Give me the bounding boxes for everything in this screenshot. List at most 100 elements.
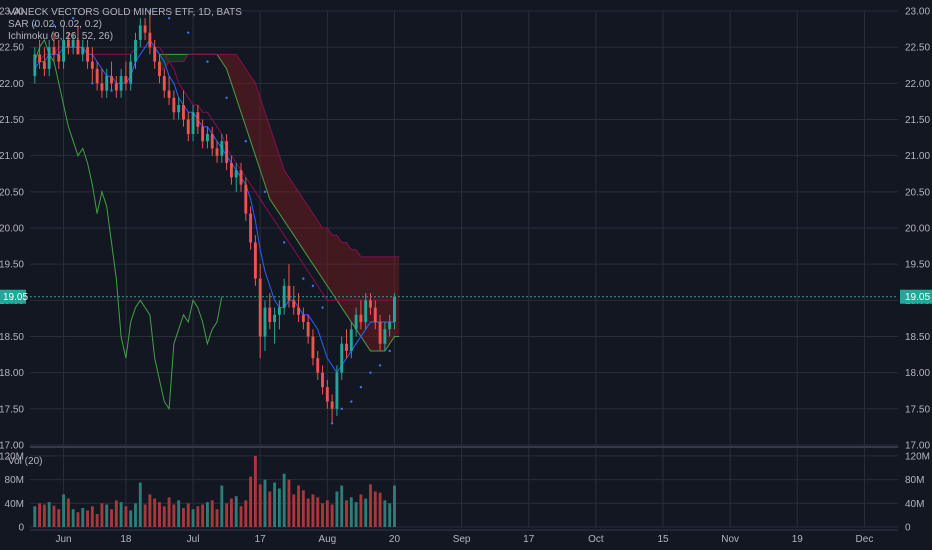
volume-bar <box>335 491 339 527</box>
volume-bar <box>182 508 185 527</box>
volume-bar <box>81 508 85 527</box>
candle-body <box>196 112 200 127</box>
x-tick-label: Jul <box>187 534 200 545</box>
volume-tick-label-left: 40M <box>5 499 24 510</box>
sar-dot <box>282 241 286 244</box>
volume-bar <box>205 502 209 527</box>
y-tick-label-left: 23.00 <box>0 7 24 18</box>
volume-bar <box>100 503 104 527</box>
sar-dot <box>167 17 171 20</box>
last-price-label-left: 19.05 <box>3 292 28 303</box>
candle-body <box>354 314 358 330</box>
volume-bar <box>201 504 205 527</box>
y-tick-label-left: 18.00 <box>0 368 24 379</box>
cloud-segment <box>308 206 313 265</box>
candle-body <box>129 61 133 84</box>
y-tick-label-right: 22.50 <box>905 43 930 54</box>
volume-bar <box>239 506 243 527</box>
volume-tick-label-right: 80M <box>905 475 924 486</box>
y-tick-label-right: 17.00 <box>905 441 930 452</box>
y-tick-label-right: 21.50 <box>905 115 930 126</box>
x-tick-label: 17 <box>255 534 267 545</box>
candle-body <box>282 285 286 308</box>
volume-bar <box>95 513 99 527</box>
candle-body <box>234 170 238 178</box>
volume-bar <box>172 504 176 527</box>
cloud-segment <box>173 54 179 62</box>
volume-bar <box>148 494 152 527</box>
volume-tick-label-left: 80M <box>5 475 24 486</box>
candle-body <box>306 322 310 337</box>
volume-bar <box>287 479 291 527</box>
sar-dot <box>225 96 228 100</box>
candle-body <box>383 329 387 344</box>
candle-body <box>373 307 377 323</box>
candle-body <box>325 387 329 402</box>
y-tick-label-right: 19.50 <box>905 260 930 271</box>
candle-body <box>263 307 267 337</box>
candle-body <box>162 76 166 91</box>
volume-bar <box>66 498 70 527</box>
candle-body <box>268 307 272 323</box>
y-tick-label-left: 21.50 <box>0 115 24 126</box>
indicator-lines <box>34 38 400 411</box>
volume-bar <box>249 476 253 527</box>
sar-dot <box>321 306 324 309</box>
candle-body <box>340 343 344 373</box>
volume-bar <box>215 509 219 527</box>
y-tick-label-left: 18.50 <box>0 332 24 343</box>
candle-body <box>273 314 277 323</box>
y-tick-label-left: 19.50 <box>0 260 24 271</box>
candle-body <box>301 314 305 323</box>
volume-bar <box>33 506 37 527</box>
volume-bars <box>33 455 396 527</box>
sar-dot <box>340 407 343 411</box>
volume-bar <box>71 509 75 527</box>
candle-body <box>297 307 300 315</box>
candle-body <box>330 401 334 409</box>
volume-bar <box>47 502 51 527</box>
x-tick-label: Dec <box>856 534 874 545</box>
volume-bar <box>316 497 320 527</box>
volume-bar <box>297 485 300 527</box>
y-tick-label-left: 20.50 <box>0 187 24 198</box>
candles <box>33 11 396 424</box>
candle-body <box>86 47 89 62</box>
candle-body <box>287 285 291 301</box>
volume-bar <box>143 504 147 527</box>
volume-bar <box>90 506 94 527</box>
candle-body <box>158 61 161 77</box>
candle-body <box>42 61 46 69</box>
volume-bar <box>186 503 190 527</box>
volume-bar <box>325 500 329 527</box>
cloud-segment <box>351 249 357 330</box>
volume-bar <box>359 494 363 527</box>
volume-bar <box>369 484 372 527</box>
tenkan-sen-line <box>34 38 395 374</box>
cloud-segment <box>241 61 246 127</box>
cloud-segment <box>284 170 289 228</box>
cloud-segment <box>221 54 227 69</box>
chart-title: VANECK VECTORS GOLD MINERS ETF, 1D, BATS <box>8 7 242 18</box>
candle-body <box>378 322 382 344</box>
cloud-segment <box>322 228 328 286</box>
sar-dot <box>33 24 36 27</box>
candle-body <box>349 329 353 351</box>
volume-bar <box>225 503 229 527</box>
candle-body <box>225 141 229 163</box>
parabolic-sar <box>33 9 391 425</box>
candle-body <box>90 61 94 69</box>
volume-bar <box>277 488 281 527</box>
candle-body <box>277 307 281 315</box>
volume-bar <box>119 502 123 527</box>
volume-bar <box>62 494 66 527</box>
sar-dot <box>350 400 353 403</box>
sar-dot <box>330 422 334 425</box>
candle-body <box>177 105 181 113</box>
cloud-segment <box>178 54 184 62</box>
cloud-segment <box>260 97 265 185</box>
x-tick-label: 19 <box>792 534 804 545</box>
volume-bar <box>373 491 377 527</box>
y-tick-label-right: 22.00 <box>905 79 930 90</box>
